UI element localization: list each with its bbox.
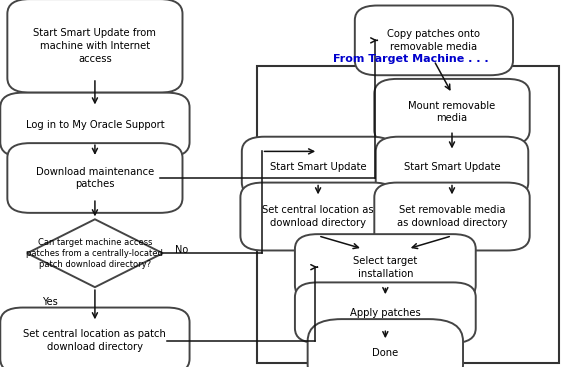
Text: Can target machine access
patches from a centrally-located
patch download direct: Can target machine access patches from a… xyxy=(27,237,163,269)
Text: Yes: Yes xyxy=(42,297,58,307)
FancyBboxPatch shape xyxy=(374,183,530,250)
Text: Start Smart Update: Start Smart Update xyxy=(403,162,501,172)
FancyBboxPatch shape xyxy=(295,283,476,343)
Text: Done: Done xyxy=(372,348,398,358)
FancyBboxPatch shape xyxy=(376,137,528,197)
Bar xyxy=(257,66,559,363)
Polygon shape xyxy=(27,219,163,287)
Text: Set central location as
download directory: Set central location as download directo… xyxy=(262,205,374,228)
Text: Apply patches: Apply patches xyxy=(350,308,421,318)
FancyBboxPatch shape xyxy=(240,183,396,250)
FancyBboxPatch shape xyxy=(7,143,182,213)
FancyBboxPatch shape xyxy=(1,308,190,367)
Text: Download maintenance
patches: Download maintenance patches xyxy=(36,167,154,189)
FancyBboxPatch shape xyxy=(307,319,463,367)
FancyBboxPatch shape xyxy=(242,137,394,197)
Text: Start Smart Update: Start Smart Update xyxy=(270,162,367,172)
Text: No: No xyxy=(175,245,188,255)
FancyBboxPatch shape xyxy=(295,234,476,300)
FancyBboxPatch shape xyxy=(1,92,190,157)
Text: Copy patches onto
removable media: Copy patches onto removable media xyxy=(388,29,480,52)
Text: Start Smart Update from
machine with Internet
access: Start Smart Update from machine with Int… xyxy=(33,28,157,64)
Text: Select target
installation: Select target installation xyxy=(353,256,418,279)
Text: From Target Machine . . .: From Target Machine . . . xyxy=(333,54,489,64)
Text: Mount removable
media: Mount removable media xyxy=(408,101,496,123)
FancyBboxPatch shape xyxy=(374,79,530,145)
Text: Set removable media
as download directory: Set removable media as download director… xyxy=(397,205,507,228)
FancyBboxPatch shape xyxy=(7,0,182,93)
FancyBboxPatch shape xyxy=(355,6,513,75)
Text: Set central location as patch
download directory: Set central location as patch download d… xyxy=(24,329,166,352)
Text: Log in to My Oracle Support: Log in to My Oracle Support xyxy=(25,120,164,130)
